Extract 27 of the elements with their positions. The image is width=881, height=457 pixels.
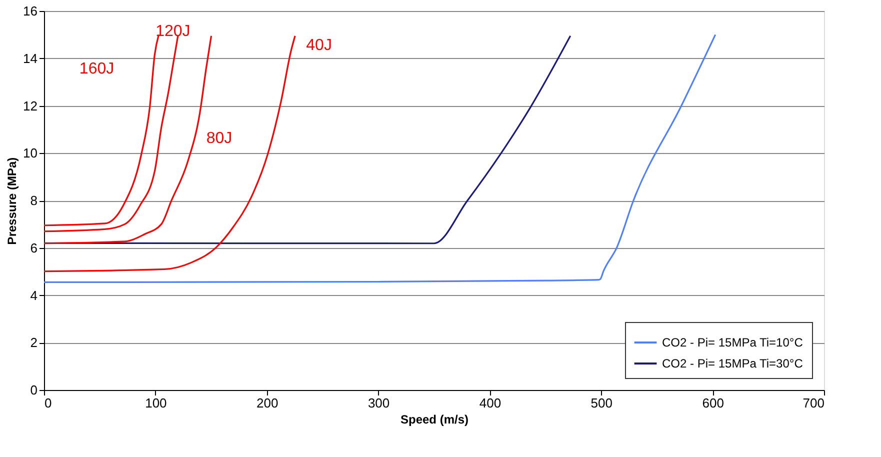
x-tick-label: 0 <box>44 396 52 410</box>
y-axis-title: Pressure (MPa) <box>5 157 20 245</box>
y-tick-label: 12 <box>23 98 38 114</box>
y-tick-label: 10 <box>23 146 38 161</box>
x-tick-label: 300 <box>368 396 390 410</box>
x-axis-title: Speed (m/s) <box>400 412 469 426</box>
line-series <box>43 35 179 232</box>
y-tick-label: 6 <box>30 240 38 256</box>
x-tick-label: 400 <box>479 396 502 410</box>
line-series <box>43 35 296 272</box>
y-tick-label: 0 <box>30 382 38 398</box>
x-tick-label: 200 <box>256 396 278 410</box>
y-tick-label: 14 <box>23 50 38 66</box>
legend-label: CO2 - Pi= 15MPa Ti=30°C <box>662 356 804 370</box>
x-tick-label: 600 <box>702 396 724 410</box>
y-tick-label: 16 <box>23 4 38 18</box>
x-tick-label: 100 <box>145 396 167 410</box>
series-label: 120J <box>156 22 190 40</box>
series-label: 80J <box>206 130 232 147</box>
text: 160J <box>79 60 114 78</box>
x-tick-label: 700 <box>802 396 824 410</box>
legend-label: CO2 - Pi= 15MPa Ti=10°C <box>662 336 804 350</box>
y-tick-label: 2 <box>30 335 38 350</box>
y-tick-label: 4 <box>30 288 38 303</box>
x-tick-label: 500 <box>590 396 612 410</box>
series-label: 40J <box>306 36 332 54</box>
y-tick-label: 8 <box>30 193 38 208</box>
